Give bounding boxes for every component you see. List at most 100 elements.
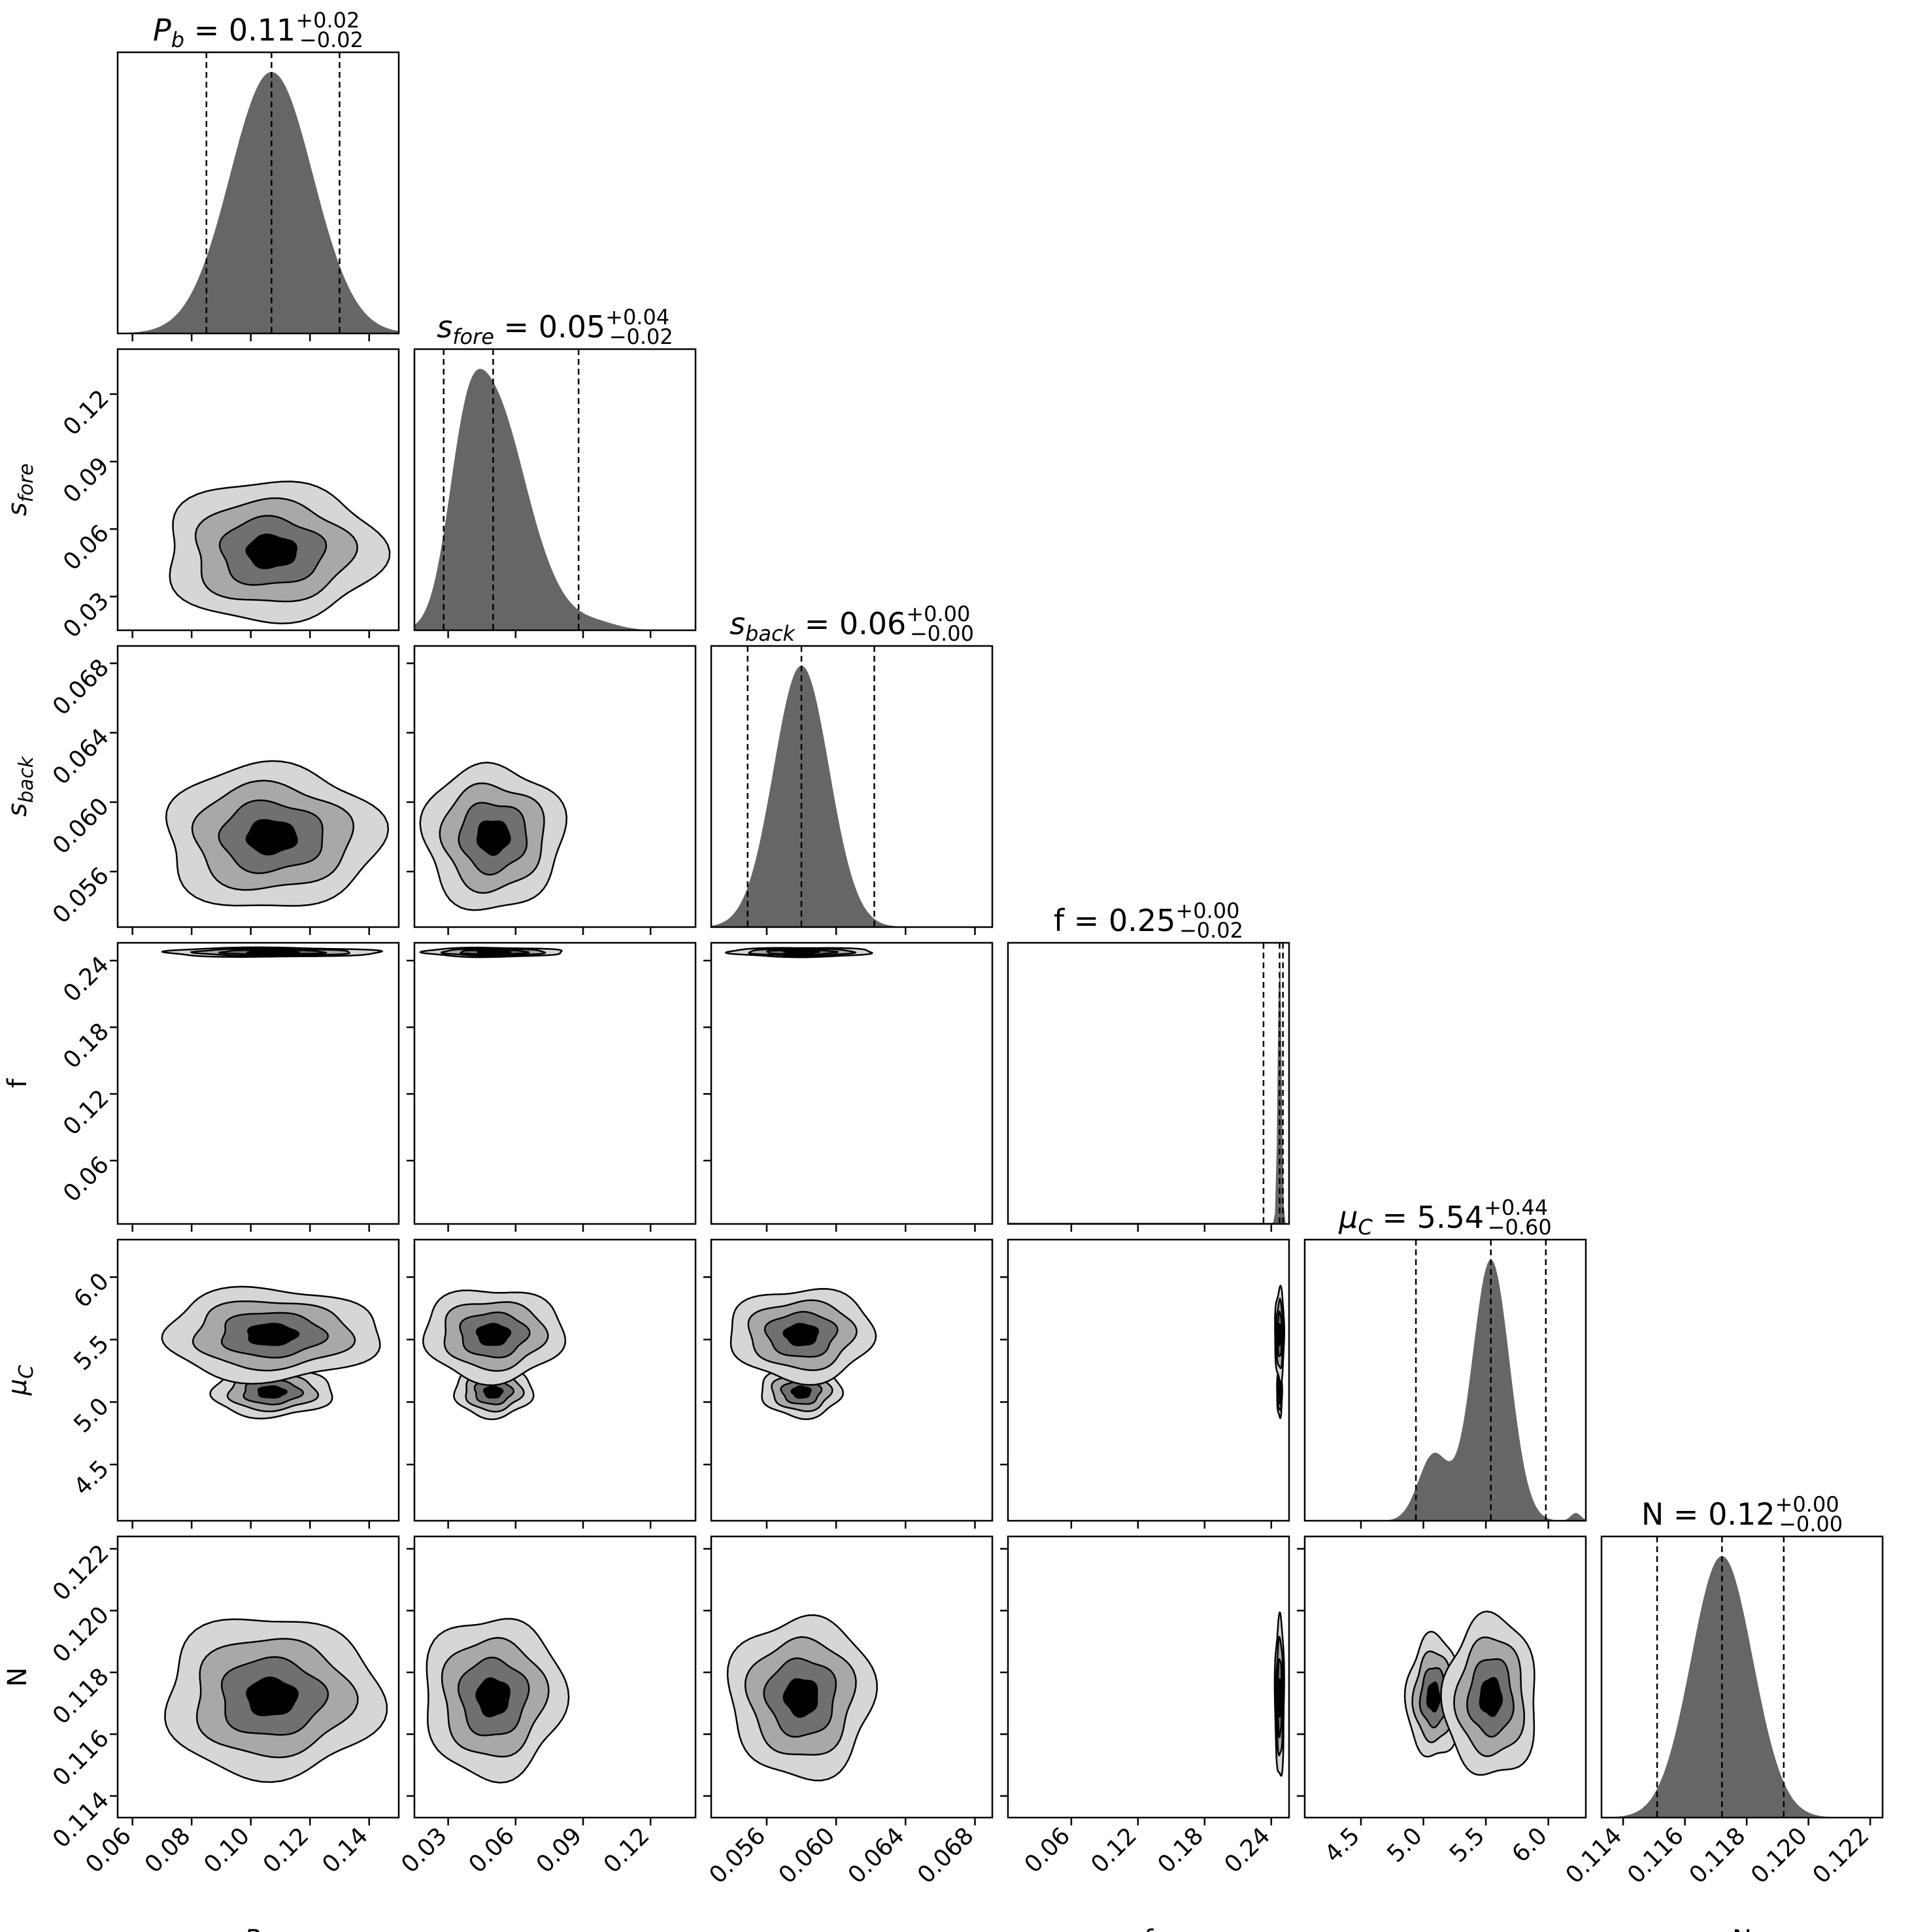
panel-frame [413,645,697,928]
y-tick-label: 0.122 [48,1540,114,1606]
x-tick-label: 0.122 [1808,1822,1875,1889]
x-tick-label: 5.0 [1382,1822,1427,1867]
y-axis-label-N: N [3,1667,33,1687]
contour-N-sfore-level-4 [475,1677,511,1718]
x-tick-label: 0.120 [1746,1822,1813,1889]
x-tick-label: 0.06 [463,1822,520,1878]
x-tick-label: 0.06 [1020,1822,1076,1878]
panel-sback-sback: sback = 0.06+0.00 −0.00 [710,602,994,935]
contour-sback-Pb-level-4 [245,819,298,856]
contour-muC-Pb-primary-level-4 [247,1323,300,1346]
x-tick-label: 0.08 [140,1822,196,1878]
panel-frame [710,645,994,928]
y-tick-label: 0.12 [58,1085,114,1141]
panel-frame [1007,1238,1290,1522]
x-tick-label: 0.09 [531,1822,588,1878]
x-axis-label-f: f [1144,1925,1154,1932]
y-axis-label-sfore: sfore [3,464,38,517]
histogram-Pb [118,72,399,333]
panel-muC-Pb: 4.5 5.0 5.5 6.0 μC [3,1238,400,1529]
panel-frame [413,348,697,632]
panel-frame [1303,1238,1587,1522]
contour-muC-sback-secondary-level-4 [790,1385,812,1399]
contour-f-sback-level-4 [782,950,821,955]
contour-muC-sfore-secondary-level-4 [482,1385,504,1399]
x-tick-label: 4.5 [1320,1822,1365,1867]
y-axis-label-sback: sback [3,755,38,817]
y-tick-label: 0.06 [58,1151,114,1208]
title-sfore: sfore = 0.05+0.04 −0.02 [437,305,673,349]
y-axis-label-f: f [3,1078,33,1088]
x-axis-label-Pb: Pb [244,1925,272,1932]
title-sback: sback = 0.06+0.00 −0.00 [730,602,974,646]
x-tick-label: 0.060 [774,1822,841,1889]
panel-frame [413,1535,697,1819]
y-tick-label: 0.068 [48,654,114,720]
contour-N-Pb-level-4 [246,1676,299,1716]
panel-N-muC: 4.5 5.0 5.5 6.0 μC [1297,1535,1587,1932]
y-tick-label: 0.03 [58,587,114,643]
x-tick-label: 0.116 [1622,1822,1689,1889]
panel-frame [116,645,400,928]
y-tick-label: 0.060 [48,793,114,860]
contour-sfore-Pb-level-4 [245,534,297,569]
contour-muC-Pb-secondary-level-4 [257,1385,288,1399]
title-f: f = 0.25+0.00 −0.02 [1054,898,1243,943]
x-tick-label: 0.056 [704,1822,771,1889]
histogram-N [1602,1556,1883,1818]
y-tick-label: 0.116 [48,1725,114,1791]
histogram-f [1008,962,1289,1224]
contour-f-sfore-level-4 [476,950,512,955]
panel-sback-sfore [407,645,697,935]
panel-Pb-Pb: Pb = 0.11+0.02 −0.02 [116,8,400,341]
contour-sback-sfore-level-4 [476,820,511,856]
x-axis-label-sback: sback [822,1925,883,1932]
panel-frame [710,1535,994,1819]
y-tick-label: 0.24 [58,951,114,1008]
x-tick-label: 0.12 [1086,1822,1143,1878]
panel-frame [116,941,400,1225]
y-tick-label: 0.12 [58,385,114,441]
x-tick-label: 0.03 [396,1822,452,1878]
panel-sfore-Pb: 0.03 0.06 0.09 0.12 sfore [3,348,400,643]
histogram-muC [1305,1259,1586,1521]
panel-muC-sback [703,1238,994,1529]
y-tick-label: 4.5 [69,1455,114,1500]
x-tick-label: 0.064 [843,1822,910,1889]
panel-frame [1600,1535,1884,1819]
panel-frame [413,941,697,1225]
y-axis-label-muC: μC [3,1365,38,1396]
contour-muC-f-secondary-level-4 [1278,1385,1281,1399]
panel-frame [413,1238,697,1522]
contour-N-muC-secondary-level-4 [1426,1681,1441,1713]
contour-N-muC-primary-level-4 [1479,1676,1503,1718]
y-tick-label: 5.5 [69,1330,114,1376]
x-axis-label-sfore: sfore [529,1925,582,1932]
panel-frame [1007,941,1290,1225]
contour-muC-sfore-primary-level-4 [475,1323,512,1346]
title-N: N = 0.12+0.00 −0.00 [1641,1492,1843,1536]
panel-frame [116,348,400,632]
panel-muC-f [1000,1238,1290,1529]
histogram-sback [711,666,992,927]
x-tick-label: 0.12 [258,1822,314,1878]
contour-muC-f-primary-level-4 [1277,1323,1282,1347]
panel-frame [1303,1535,1587,1819]
panel-muC-sfore [407,1238,697,1529]
panel-muC-muC: μC = 5.54+0.44 −0.60 [1303,1195,1587,1529]
panel-f-sfore [407,941,697,1232]
y-tick-label: 0.056 [48,862,114,929]
panel-frame [1007,1535,1290,1819]
panel-N-sfore: 0.030.060.090.12 sfore [396,1535,697,1932]
contour-N-f-level-4 [1277,1678,1282,1718]
panel-frame [116,1238,400,1522]
y-tick-label: 6.0 [69,1268,114,1313]
y-tick-label: 5.0 [69,1393,114,1438]
y-tick-label: 0.118 [48,1663,114,1730]
x-tick-label: 0.14 [317,1822,373,1878]
x-tick-label: 5.5 [1445,1822,1490,1867]
panel-N-f: 0.060.120.180.24 f [1000,1535,1290,1932]
x-tick-label: 0.12 [599,1822,655,1878]
